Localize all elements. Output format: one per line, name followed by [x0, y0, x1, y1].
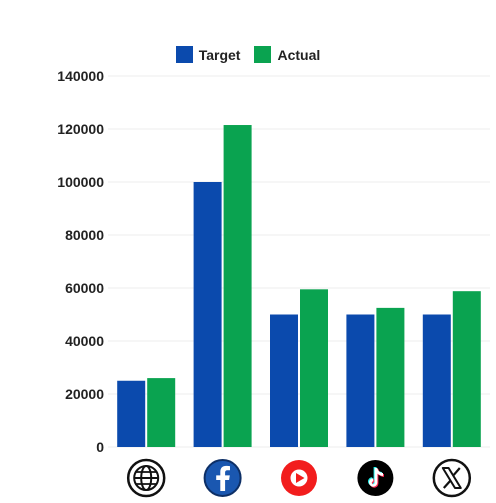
legend-label-actual: Actual: [277, 46, 321, 63]
bar-target-facebook: [193, 182, 222, 447]
bars: [117, 125, 481, 448]
bar-actual-x: [452, 291, 481, 447]
legend-swatch-actual: [254, 46, 272, 63]
tiktok-icon: [357, 460, 394, 496]
youtube-icon: [281, 460, 317, 496]
y-tick-label: 0: [96, 439, 104, 455]
y-tick-label: 140000: [57, 68, 104, 84]
legend: Target Actual: [0, 46, 496, 63]
facebook-icon: [203, 459, 242, 497]
y-axis-ticks: 0 20000 40000 60000 80000 100000 120000 140000: [57, 68, 104, 455]
y-tick-label: 100000: [57, 174, 104, 190]
bar-actual-tiktok: [376, 307, 405, 447]
globe-icon: [126, 458, 166, 498]
y-tick-label: 40000: [65, 333, 104, 349]
bar-target-x: [422, 314, 451, 447]
bar-target-tiktok: [346, 314, 375, 447]
y-tick-label: 80000: [65, 227, 104, 243]
bar-actual-website: [147, 378, 176, 447]
legend-item-actual: Actual: [254, 46, 320, 63]
bar-target-youtube: [270, 314, 298, 447]
legend-item-target: Target: [175, 46, 241, 63]
y-tick-label: 20000: [65, 386, 104, 402]
bar-actual-youtube: [300, 289, 328, 447]
legend-swatch-target: [175, 46, 193, 63]
y-tick-label: 120000: [57, 121, 104, 137]
legend-label-target: Target: [198, 46, 241, 63]
category-icons: [126, 458, 472, 498]
y-tick-label: 60000: [65, 280, 104, 296]
x-icon: [432, 458, 472, 498]
bar-actual-facebook: [223, 125, 252, 448]
bar-target-website: [117, 380, 146, 447]
